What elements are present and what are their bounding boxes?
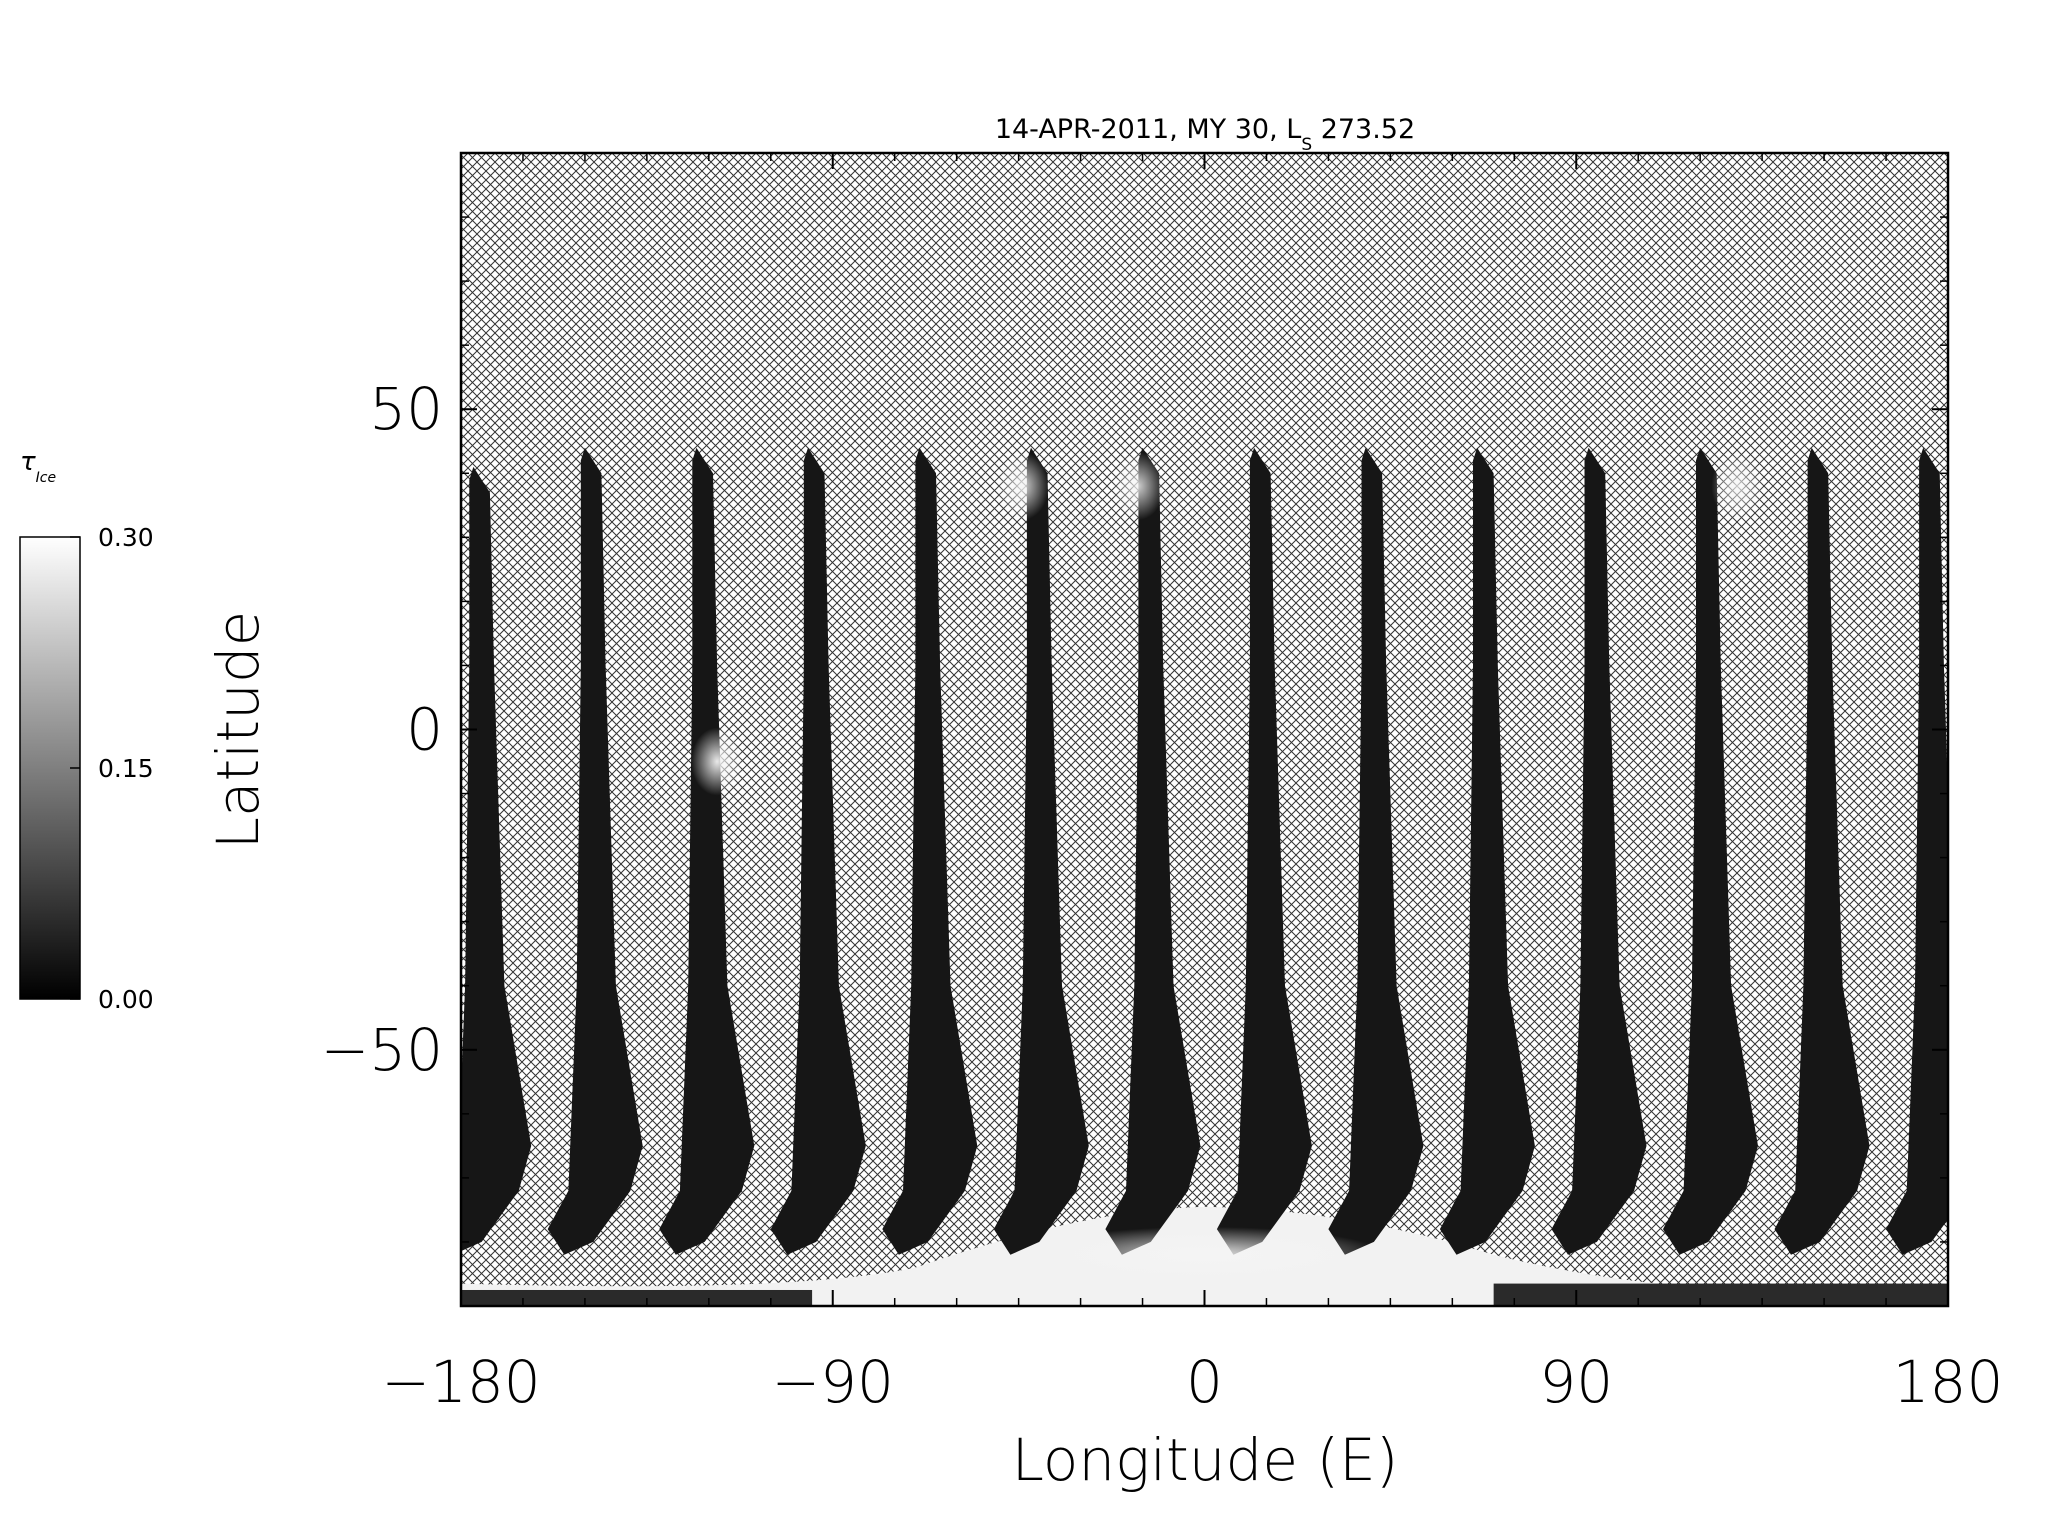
swath-strip [993,447,1089,1255]
colorbar-label: τIce [20,447,56,486]
swath [1551,447,1647,1255]
bright-feature [1024,1226,1385,1283]
title-subscript: S [1301,135,1312,155]
swath-strip [1886,447,1948,1255]
swath [659,447,755,1255]
title-prefix: 14-APR-2011, MY 30, L [995,114,1301,145]
colorbar-ticks: 0.00 0.15 0.30 [70,523,154,1014]
y-tick-label: 0 [406,696,443,764]
swath [1663,447,1758,1255]
title-suffix: 273.52 [1312,114,1415,145]
swath [993,447,1089,1255]
bright-feature [1711,452,1764,521]
colorbar-tick-label: 0.00 [98,985,154,1014]
data-layer [461,447,1948,1306]
swath-strip [547,447,643,1255]
minor-ticks [460,152,1949,1307]
swath [1216,447,1312,1255]
colorbar: τIce 0.00 0.15 0.30 [19,447,154,1014]
y-ticks: −50 0 50 [321,375,1948,1084]
y-tick-label: 50 [369,375,443,443]
y-axis-label: Latitude [204,611,272,850]
swath-strip [770,447,866,1255]
y-tick-label: −50 [321,1016,443,1084]
swath-strip [659,447,755,1255]
swath [1439,447,1535,1255]
swath-strip [1328,447,1424,1255]
swath [547,447,643,1255]
swath [1328,447,1424,1255]
swath-strip [461,466,532,1252]
swath [461,466,532,1252]
swath [1105,447,1201,1255]
x-tick-label: 180 [1893,1348,2004,1416]
swath-strip [1216,447,1312,1255]
chart-title: 14-APR-2011, MY 30, LS 273.52 [995,114,1415,155]
x-tick-label: −180 [381,1348,540,1416]
bright-feature [691,727,744,796]
swath [1774,447,1870,1255]
x-tick-label: −90 [772,1348,894,1416]
colorbar-tick-label: 0.15 [98,754,154,783]
colorbar-label-symbol: τ [20,447,36,477]
colorbar-label-subscript: Ice [36,470,56,486]
swath-strip [1439,447,1535,1255]
polar-dark-right [1493,1283,1948,1306]
swath-strip [1551,447,1647,1255]
swath [1886,447,1948,1255]
swath-strip [1105,447,1201,1255]
swath [770,447,866,1255]
bright-feature [1112,452,1165,521]
x-axis-label: Longitude (E) [1012,1426,1399,1494]
x-tick-label: 0 [1186,1348,1223,1416]
swath-strip [1774,447,1870,1255]
x-tick-label: 90 [1539,1348,1613,1416]
swath-strip [882,447,978,1255]
x-ticks: −180 −90 0 90 180 [381,153,2003,1416]
swath [882,447,978,1255]
bright-feature [996,452,1049,521]
polar-dark-left [461,1289,813,1306]
swath-strip [1663,447,1758,1255]
colorbar-tick-label: 0.30 [98,523,154,552]
